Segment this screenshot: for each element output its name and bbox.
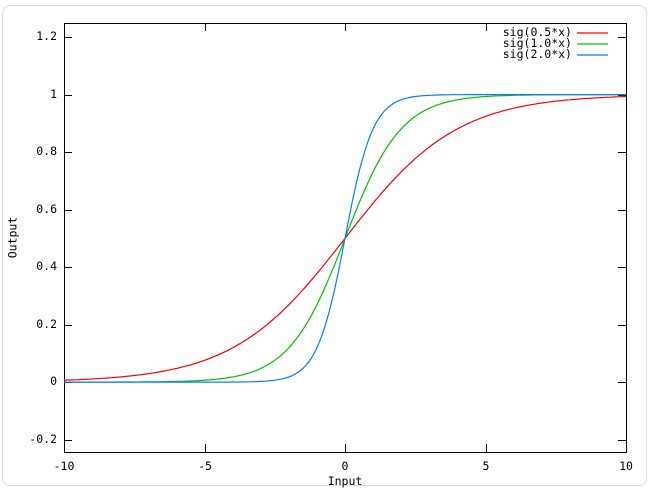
y-tick-label: 0.2 [36,317,57,331]
y-tick-label: 0.8 [36,144,57,158]
x-tick-label: 0 [341,459,349,473]
y-tick-label: 1.2 [36,29,57,43]
y-tick-label: 1 [50,87,57,101]
y-tick-label: 0.4 [36,259,57,273]
curve-sig-2-0-x [64,93,626,383]
x-tick-label: -5 [198,459,212,473]
legend-label-sig-2-0-x: sig(2.0*x) [502,47,572,61]
y-tick-label: 0.6 [36,202,57,216]
y-axis-label: Output [5,216,20,259]
legend-label-sig-1-0-x: sig(1.0*x) [502,36,572,50]
x-tick-label: -10 [53,459,75,473]
x-axis-label: Input [327,474,363,488]
x-tick-label: 10 [619,459,633,473]
y-tick-label: 0 [50,374,57,388]
legend-label-sig-0-5-x: sig(0.5*x) [502,25,572,39]
x-tick-label: 5 [482,459,490,473]
y-tick-label: -0.2 [29,432,57,446]
